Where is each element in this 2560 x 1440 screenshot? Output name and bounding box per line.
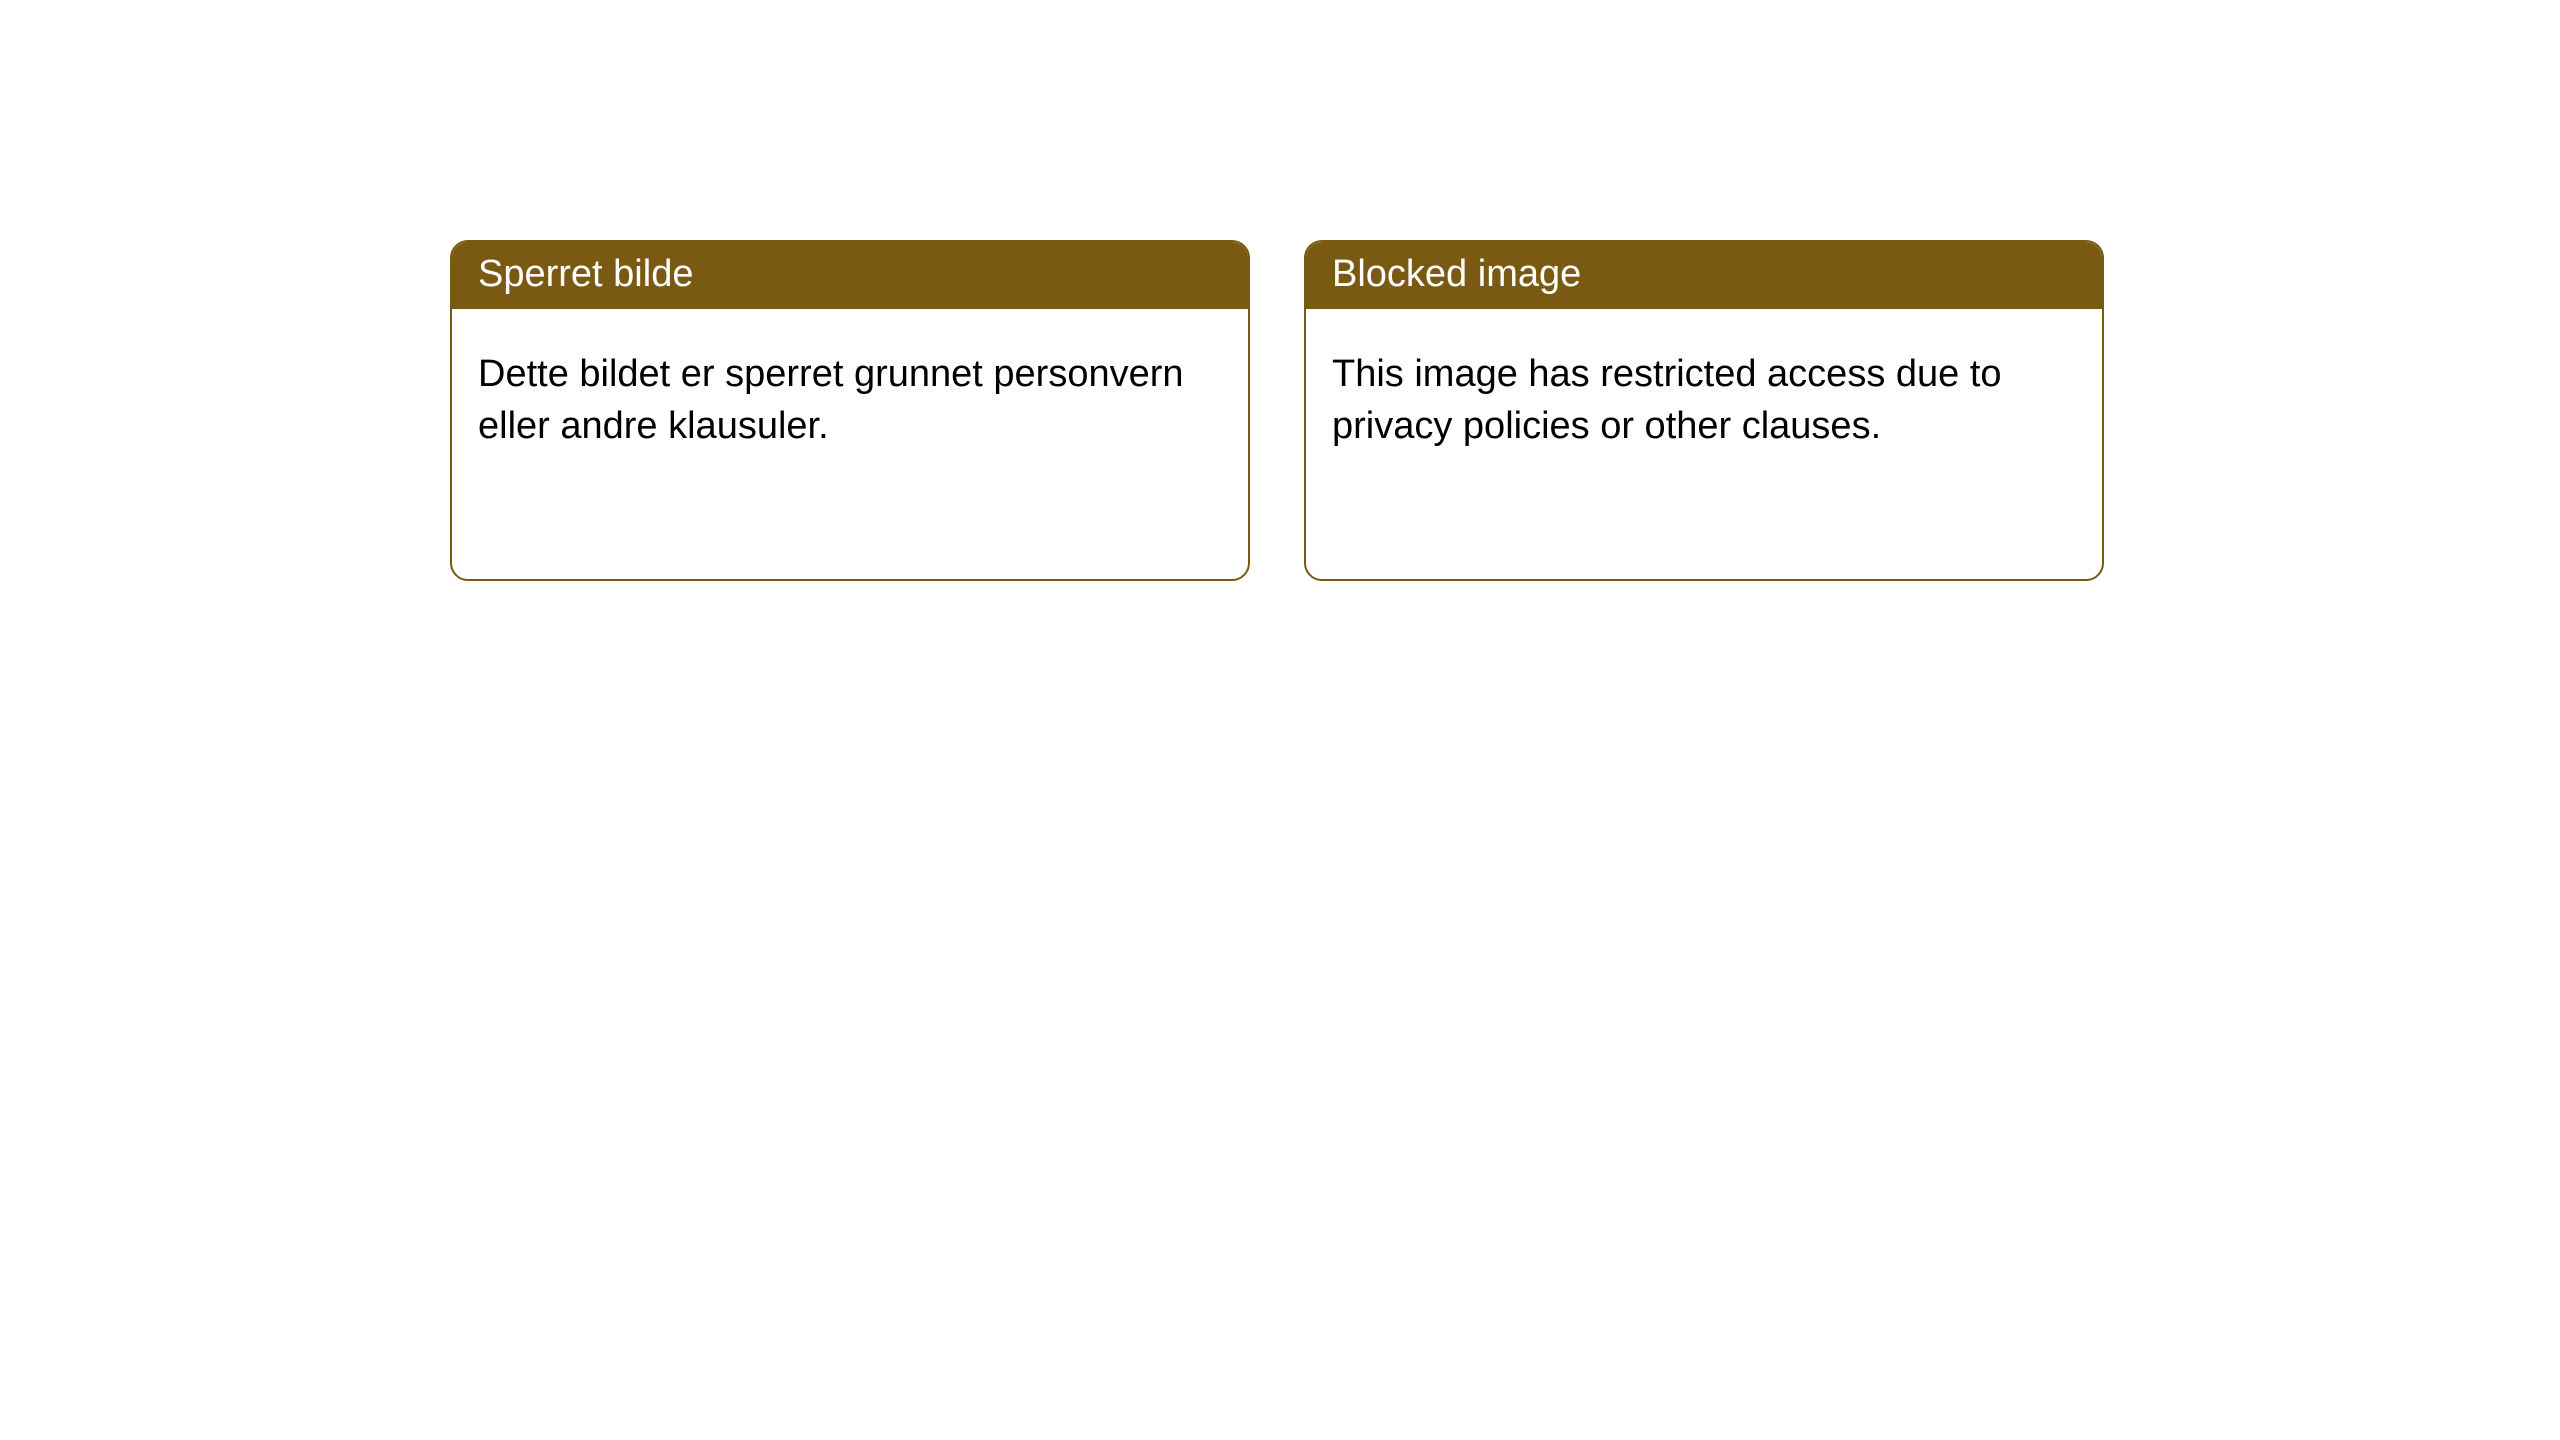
notice-body: This image has restricted access due to … [1306, 309, 2102, 579]
notice-header: Sperret bilde [452, 242, 1248, 309]
notice-container: Sperret bilde Dette bildet er sperret gr… [0, 0, 2560, 581]
notice-card-english: Blocked image This image has restricted … [1304, 240, 2104, 581]
notice-body: Dette bildet er sperret grunnet personve… [452, 309, 1248, 579]
notice-card-norwegian: Sperret bilde Dette bildet er sperret gr… [450, 240, 1250, 581]
notice-header: Blocked image [1306, 242, 2102, 309]
